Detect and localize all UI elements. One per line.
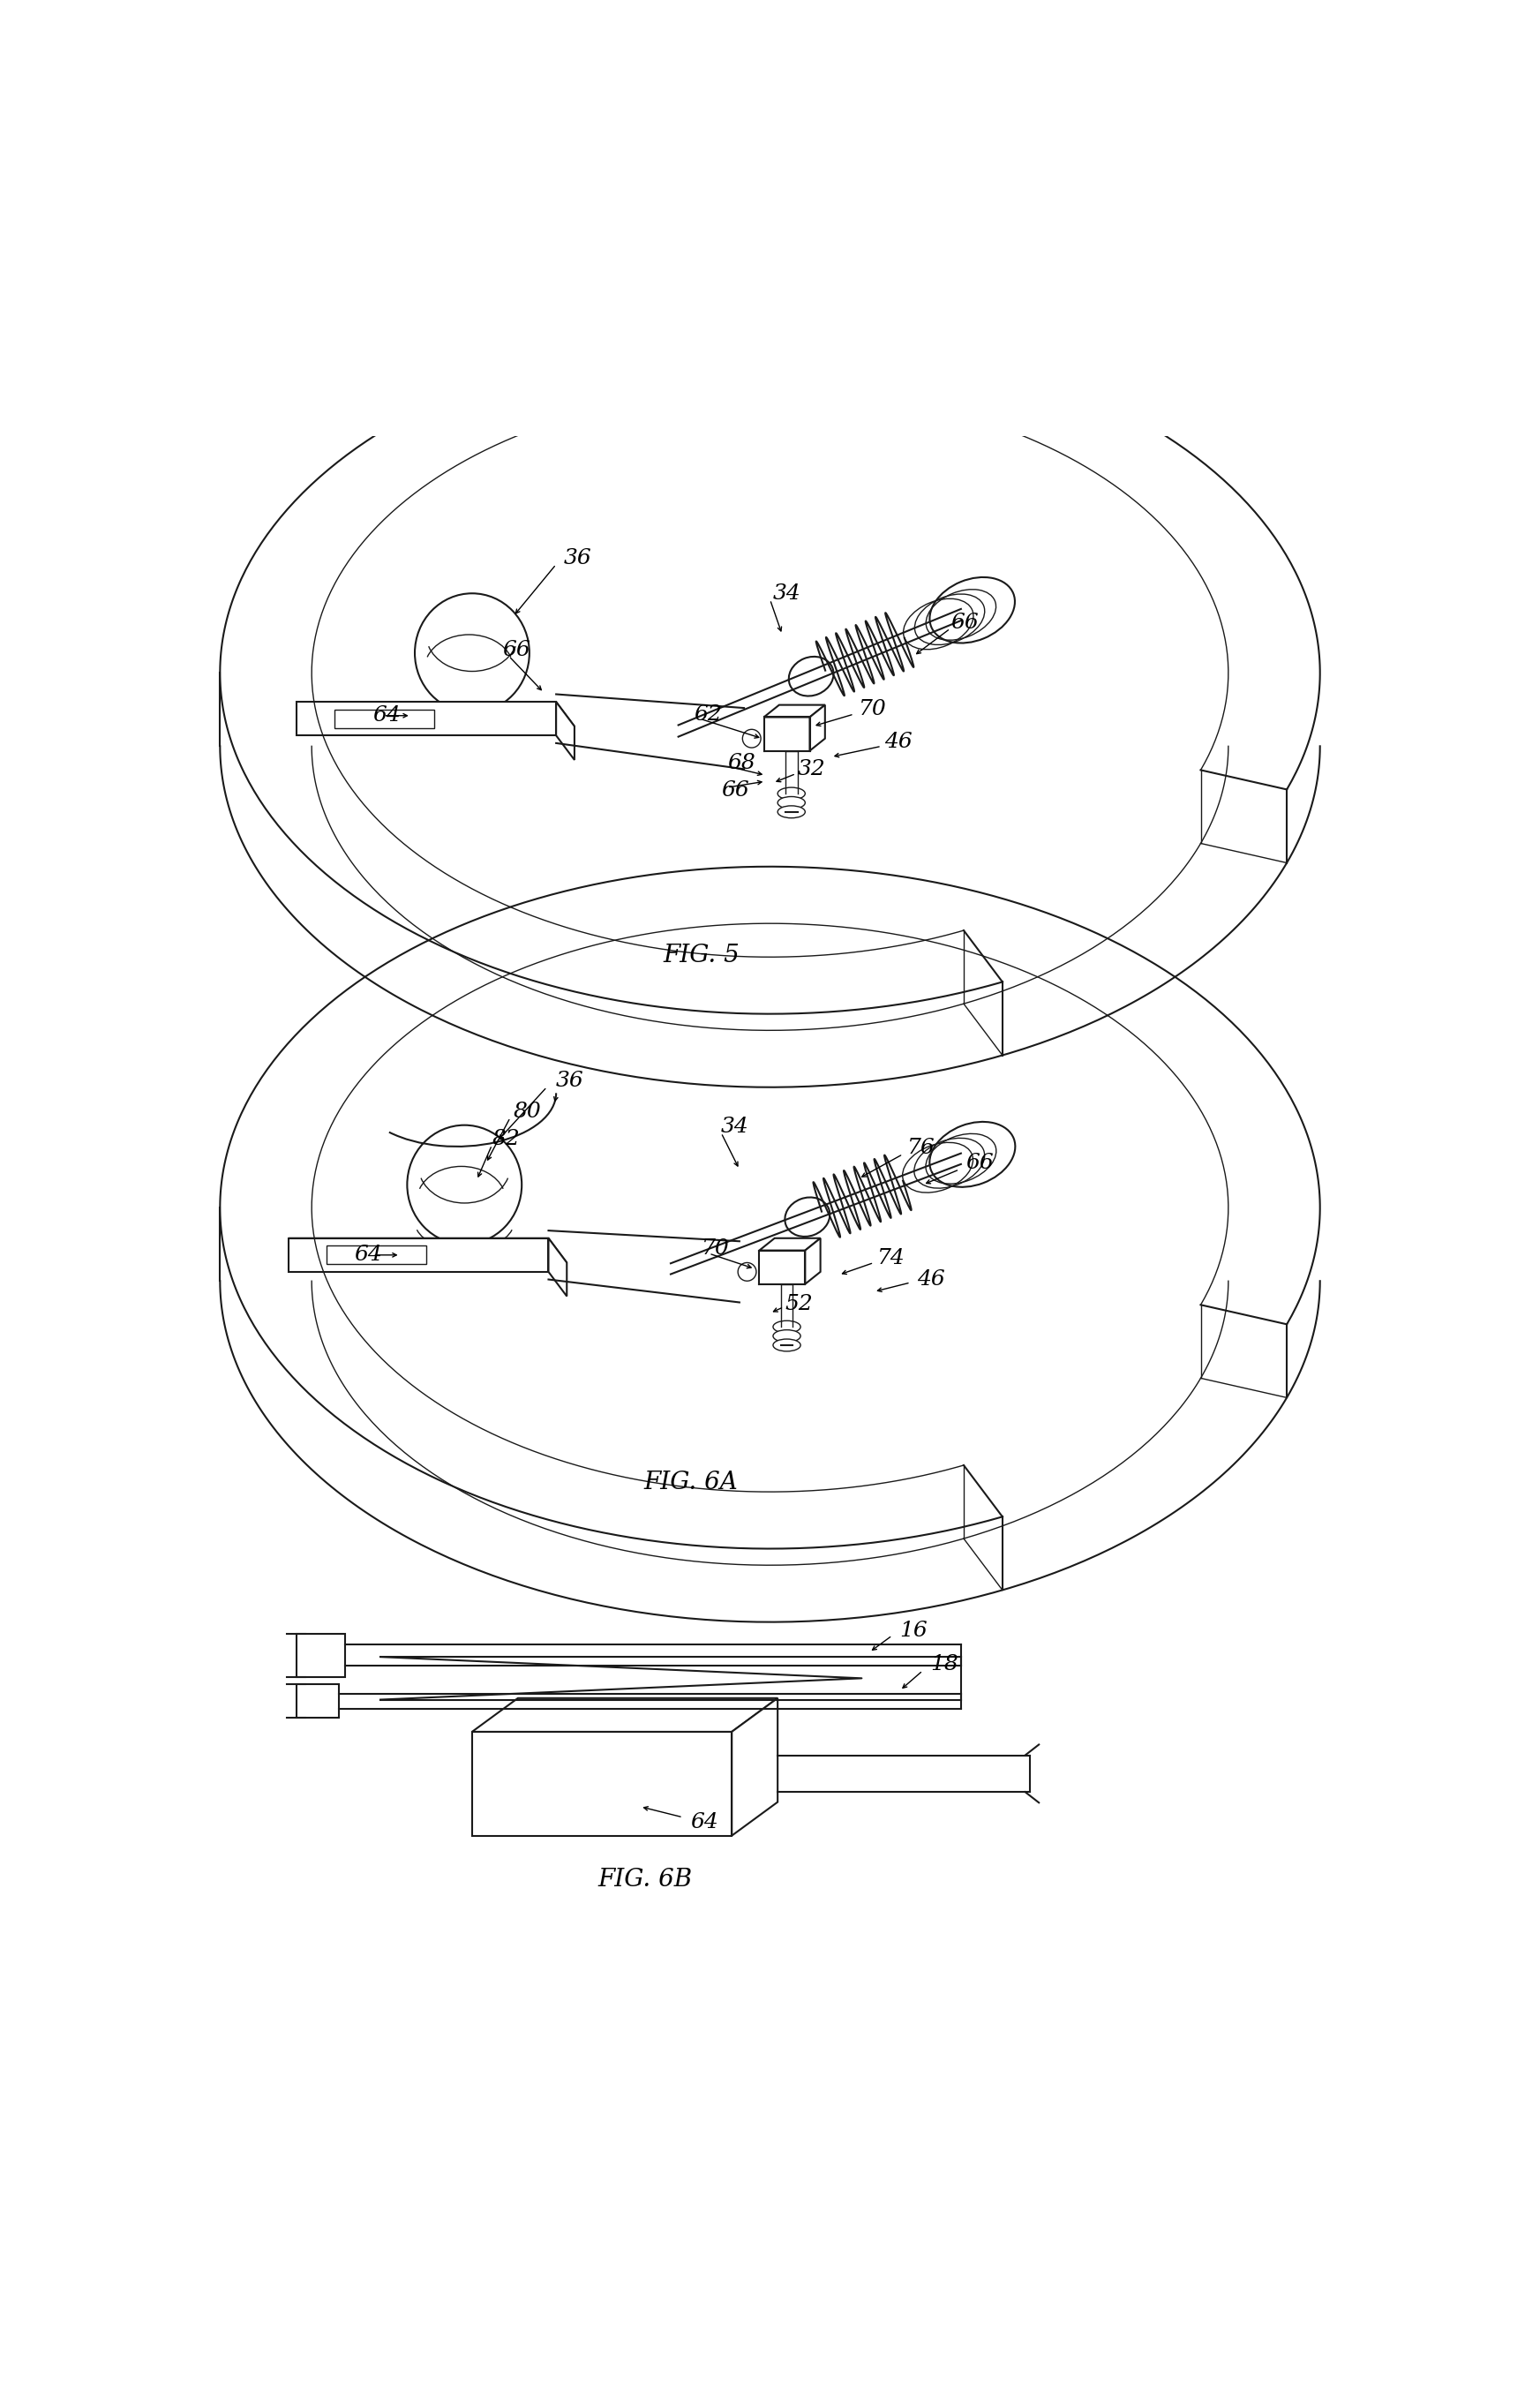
Text: 34: 34	[721, 1116, 748, 1138]
Polygon shape	[764, 706, 825, 718]
Polygon shape	[290, 1238, 567, 1262]
Text: FIG. 6A: FIG. 6A	[644, 1471, 738, 1495]
Text: 16: 16	[899, 1620, 929, 1642]
Ellipse shape	[788, 658, 833, 696]
Polygon shape	[759, 1238, 821, 1250]
Ellipse shape	[773, 1330, 801, 1342]
Text: 36: 36	[556, 1070, 584, 1092]
Ellipse shape	[785, 1198, 830, 1236]
Polygon shape	[473, 1733, 732, 1836]
Polygon shape	[296, 701, 556, 734]
Text: 62: 62	[693, 703, 722, 725]
Text: 18: 18	[930, 1654, 958, 1675]
Polygon shape	[805, 1238, 821, 1284]
Ellipse shape	[414, 593, 530, 713]
Text: 68: 68	[727, 754, 755, 773]
Text: 64: 64	[373, 706, 400, 725]
Text: 66: 66	[966, 1152, 993, 1174]
Text: 66: 66	[502, 641, 531, 660]
Ellipse shape	[778, 797, 805, 809]
Text: 46: 46	[916, 1270, 944, 1289]
Text: 64: 64	[690, 1812, 719, 1831]
Ellipse shape	[930, 1121, 1015, 1188]
Polygon shape	[290, 1238, 548, 1272]
Polygon shape	[732, 1699, 778, 1836]
Text: 34: 34	[773, 583, 801, 602]
Ellipse shape	[930, 578, 1015, 643]
Text: 52: 52	[785, 1294, 813, 1315]
Text: 70: 70	[701, 1238, 730, 1260]
Polygon shape	[556, 701, 574, 761]
Polygon shape	[296, 701, 574, 727]
Text: FIG. 5: FIG. 5	[664, 943, 739, 967]
Text: 80: 80	[513, 1102, 542, 1121]
Text: 46: 46	[884, 732, 913, 751]
Polygon shape	[548, 1238, 567, 1296]
Ellipse shape	[778, 806, 805, 818]
Text: 32: 32	[798, 758, 825, 780]
Text: 76: 76	[907, 1138, 935, 1159]
Text: FIG. 6B: FIG. 6B	[598, 1867, 691, 1891]
Text: 70: 70	[859, 698, 887, 720]
Polygon shape	[473, 1699, 778, 1733]
Text: 64: 64	[354, 1246, 382, 1265]
Ellipse shape	[773, 1339, 801, 1351]
Text: 66: 66	[950, 612, 978, 634]
Circle shape	[738, 1262, 756, 1282]
Text: 66: 66	[721, 780, 748, 802]
FancyBboxPatch shape	[296, 1634, 345, 1678]
Ellipse shape	[407, 1126, 522, 1243]
Polygon shape	[810, 706, 825, 751]
Text: 74: 74	[876, 1248, 906, 1267]
Ellipse shape	[773, 1320, 801, 1332]
Ellipse shape	[778, 787, 805, 799]
Text: 36: 36	[564, 547, 591, 569]
Text: 82: 82	[491, 1128, 521, 1150]
FancyBboxPatch shape	[296, 1685, 339, 1718]
Circle shape	[742, 730, 761, 749]
